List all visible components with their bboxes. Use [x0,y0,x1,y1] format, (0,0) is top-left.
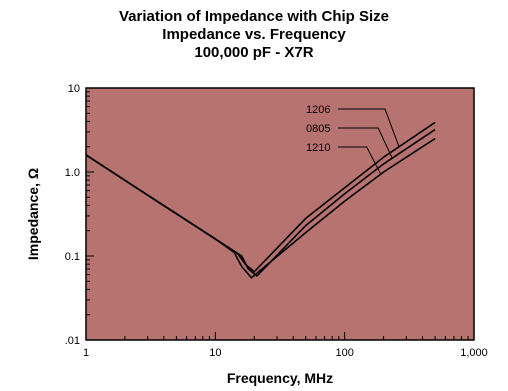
x-tick-label: 1 [83,347,89,359]
series-leader-0805 [338,127,393,159]
chart-subtitle-2: 100,000 pF - X7R [194,44,314,61]
y-tick-label: .01 [65,335,80,347]
series-label-1210: 1210 [306,142,330,154]
y-tick-label: 1.0 [65,167,80,179]
series-leader-1210 [338,146,382,175]
y-tick-label: 0.1 [65,251,80,263]
series-leader-1206 [338,108,400,147]
plot-frame [85,87,475,341]
series-line-1210 [85,137,436,279]
plot-area [86,88,474,340]
x-axis-label: Frequency, MHz [227,370,333,386]
x-tick-label: 1,000 [460,347,488,359]
series-label-1206: 1206 [306,104,330,116]
x-tick-label: 100 [335,347,353,359]
chart-title: Variation of Impedance with Chip Size [118,8,390,25]
y-axis-label: Impedance, Ω [25,168,41,260]
y-tick-label: 10 [68,83,80,95]
series-label-0805: 0805 [306,123,330,135]
x-tick-label: 10 [209,347,221,359]
chart-subtitle: Impedance vs. Frequency [162,26,346,43]
